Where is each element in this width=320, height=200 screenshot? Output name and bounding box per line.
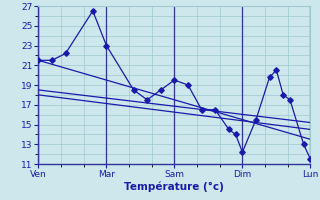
X-axis label: Température (°c): Température (°c) [124,181,224,192]
